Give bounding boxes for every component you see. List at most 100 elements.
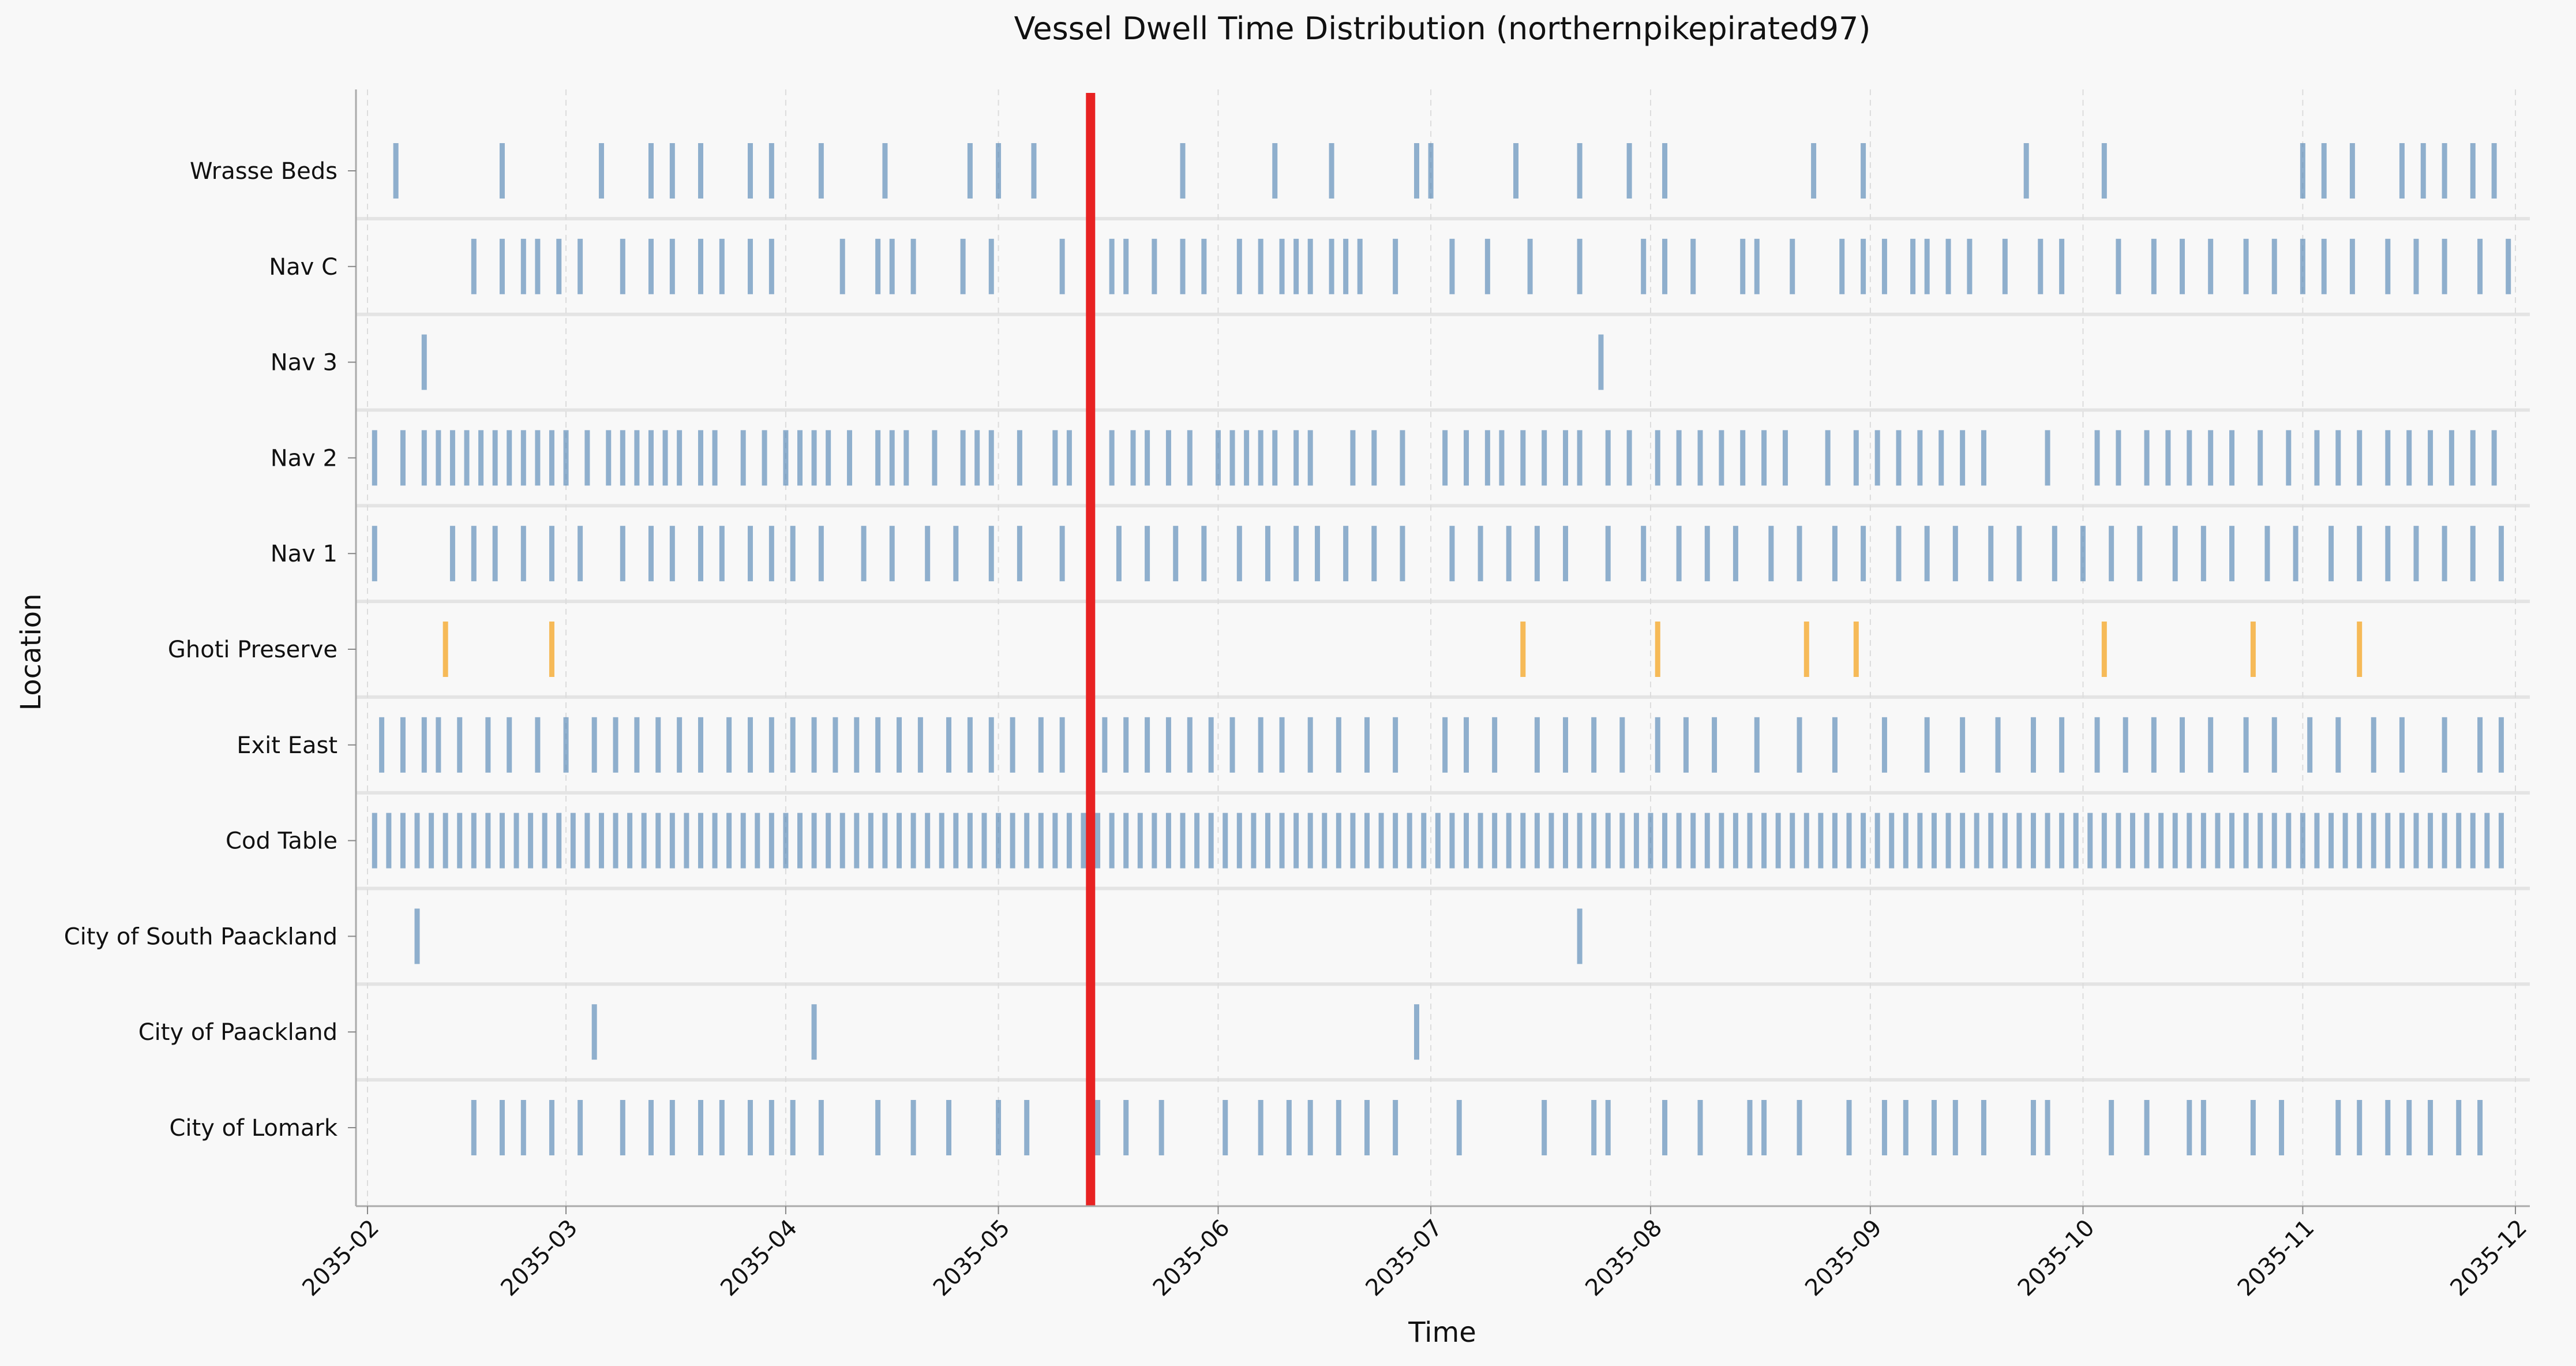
dwell-mark — [1740, 430, 1746, 486]
dwell-mark — [698, 430, 703, 486]
dwell-mark — [946, 1100, 952, 1155]
dwell-mark — [1577, 813, 1583, 869]
dwell-mark — [1520, 430, 1526, 486]
dwell-mark — [1938, 430, 1944, 486]
dwell-mark — [755, 813, 760, 869]
dwell-mark — [2385, 238, 2391, 294]
dwell-mark — [535, 238, 541, 294]
dwell-mark — [578, 238, 583, 294]
dwell-mark — [2470, 813, 2476, 869]
dwell-mark — [698, 813, 703, 869]
dwell-mark — [2094, 717, 2100, 773]
dwell-mark — [2328, 813, 2334, 869]
dwell-mark — [790, 717, 796, 773]
dwell-mark — [882, 813, 888, 869]
dwell-mark — [1145, 430, 1150, 486]
dwell-mark — [1577, 908, 1583, 964]
dwell-mark — [1017, 430, 1022, 486]
dwell-mark — [1393, 813, 1398, 869]
dwell-mark — [698, 238, 703, 294]
dwell-mark — [2116, 813, 2121, 869]
dwell-mark — [1803, 622, 1809, 677]
dwell-mark — [1605, 526, 1611, 582]
dwell-mark — [2180, 238, 2185, 294]
dwell-mark — [2137, 526, 2143, 582]
dwell-mark — [549, 1100, 554, 1155]
dwell-mark — [1293, 430, 1299, 486]
dwell-mark — [910, 1100, 916, 1155]
dwell-mark — [1145, 526, 1150, 582]
dwell-mark — [1081, 813, 1086, 869]
dwell-mark — [1605, 813, 1611, 869]
dwell-mark — [1740, 238, 1746, 294]
dwell-mark — [1322, 813, 1328, 869]
dwell-mark — [1393, 717, 1398, 773]
dwell-mark — [1542, 1100, 1547, 1155]
dwell-mark — [946, 717, 952, 773]
dwell-mark — [2470, 430, 2476, 486]
dwell-mark — [2300, 238, 2305, 294]
dwell-mark — [1145, 717, 1150, 773]
dwell-mark — [868, 813, 873, 869]
dwell-mark — [578, 1100, 583, 1155]
dwell-mark — [2208, 238, 2214, 294]
dwell-mark — [1641, 238, 1647, 294]
dwell-mark — [1492, 717, 1498, 773]
dwell-mark — [988, 526, 994, 582]
dwell-mark — [826, 813, 831, 869]
dwell-mark — [1662, 1100, 1668, 1155]
dwell-mark — [1960, 717, 1966, 773]
dwell-mark — [719, 1100, 725, 1155]
dwell-mark — [1754, 717, 1760, 773]
dwell-mark — [520, 526, 526, 582]
dwell-mark — [2200, 813, 2206, 869]
dwell-mark — [1010, 717, 1015, 773]
dwell-mark — [655, 717, 661, 773]
y-tick-label: Wrasse Beds — [190, 158, 338, 185]
dwell-mark — [2080, 526, 2086, 582]
dwell-mark — [669, 813, 675, 869]
dwell-mark — [2229, 430, 2235, 486]
dwell-mark — [797, 813, 803, 869]
dwell-mark — [655, 813, 661, 869]
dwell-mark — [2300, 813, 2305, 869]
dwell-mark — [2385, 1100, 2391, 1155]
dwell-mark — [2144, 1100, 2150, 1155]
dwell-mark — [1775, 813, 1781, 869]
dwell-mark — [549, 526, 554, 582]
dwell-mark — [967, 143, 973, 199]
dwell-mark — [1655, 430, 1660, 486]
dwell-mark — [1761, 430, 1767, 486]
x-axis-label: Time — [1408, 1316, 1476, 1349]
dwell-mark — [1931, 1100, 1937, 1155]
dwell-mark — [669, 1100, 675, 1155]
dwell-mark — [1279, 238, 1285, 294]
dwell-mark — [2335, 717, 2341, 773]
dwell-mark — [677, 430, 683, 486]
dwell-mark — [2399, 813, 2405, 869]
dwell-mark — [1790, 238, 1795, 294]
dwell-mark — [2101, 622, 2107, 677]
dwell-mark — [1364, 813, 1370, 869]
dwell-mark — [471, 1100, 477, 1155]
dwell-mark — [1059, 526, 1065, 582]
dwell-mark — [627, 813, 633, 869]
dwell-mark — [2101, 143, 2107, 199]
dwell-mark — [1357, 238, 1363, 294]
dwell-mark — [1960, 430, 1966, 486]
dwell-mark — [1478, 813, 1483, 869]
y-tick-label: Nav 2 — [271, 445, 338, 471]
dwell-mark — [2442, 813, 2447, 869]
dwell-mark — [1158, 1100, 1164, 1155]
dwell-mark — [1449, 238, 1455, 294]
dwell-mark — [1180, 813, 1186, 869]
dwell-mark — [1208, 813, 1214, 869]
dwell-mark — [768, 238, 774, 294]
dwell-mark — [1662, 238, 1668, 294]
dwell-mark — [1194, 813, 1200, 869]
dwell-mark — [507, 430, 512, 486]
dwell-mark — [1272, 143, 1278, 199]
dwell-mark — [861, 526, 867, 582]
dwell-mark — [414, 908, 420, 964]
dwell-mark — [1626, 430, 1632, 486]
